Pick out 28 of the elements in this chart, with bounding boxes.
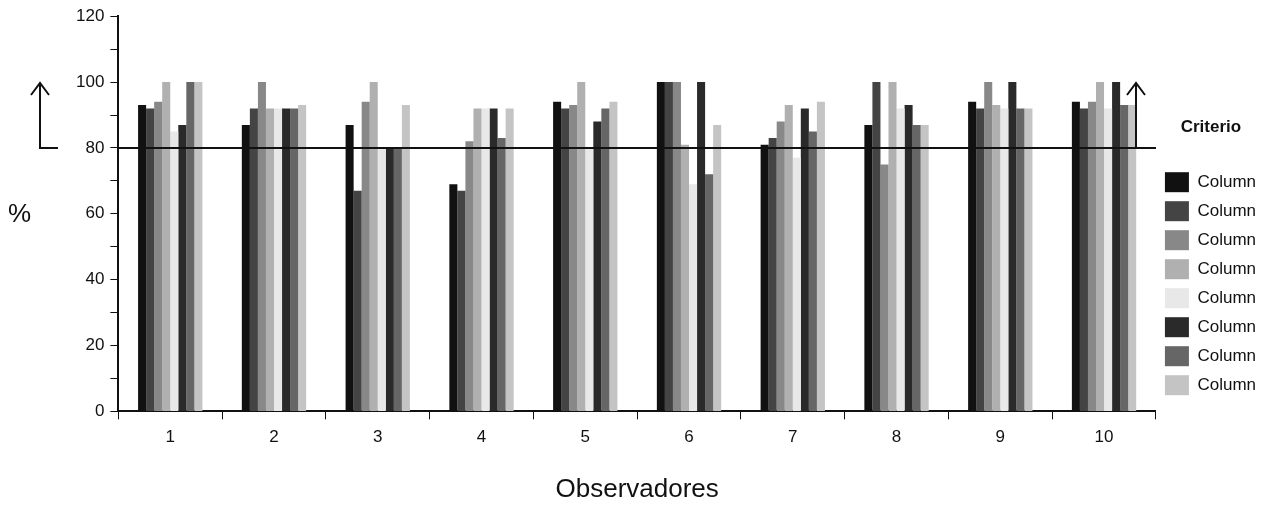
legend-label: Column	[1197, 229, 1257, 249]
y-tick-label: 120	[75, 5, 105, 25]
legend-label: Column	[1197, 345, 1257, 365]
y-tick-label: 80	[85, 137, 105, 157]
x-tick-label: 10	[1094, 427, 1114, 447]
legend-label: Column	[1197, 171, 1257, 191]
legend-label: Column	[1197, 200, 1257, 220]
x-axis-title: Observadores	[555, 472, 719, 503]
y-tick-label: 60	[85, 203, 105, 223]
x-tick-label: 8	[891, 427, 902, 447]
x-tick-label: 5	[580, 427, 590, 447]
x-tick-label: 3	[373, 427, 383, 447]
y-tick-label: 100	[75, 71, 105, 91]
legend-label: Column	[1197, 316, 1257, 336]
x-tick-label: 7	[788, 427, 798, 447]
y-tick-label: 20	[85, 335, 105, 355]
legend-label: Column	[1197, 258, 1257, 278]
x-tick-label: 1	[165, 427, 175, 447]
x-tick-label: 6	[684, 427, 694, 447]
x-tick-label: 2	[269, 427, 279, 447]
y-axis-title: %	[8, 197, 32, 229]
x-tick-label: 4	[476, 427, 487, 447]
x-tick-label: 9	[995, 427, 1006, 447]
legend-label: Column	[1197, 374, 1257, 394]
y-tick-label: 40	[85, 269, 105, 289]
y-tick-label: 0	[94, 401, 105, 421]
legend-label: Column	[1197, 287, 1257, 307]
legend-title: Criterio	[1180, 116, 1242, 136]
